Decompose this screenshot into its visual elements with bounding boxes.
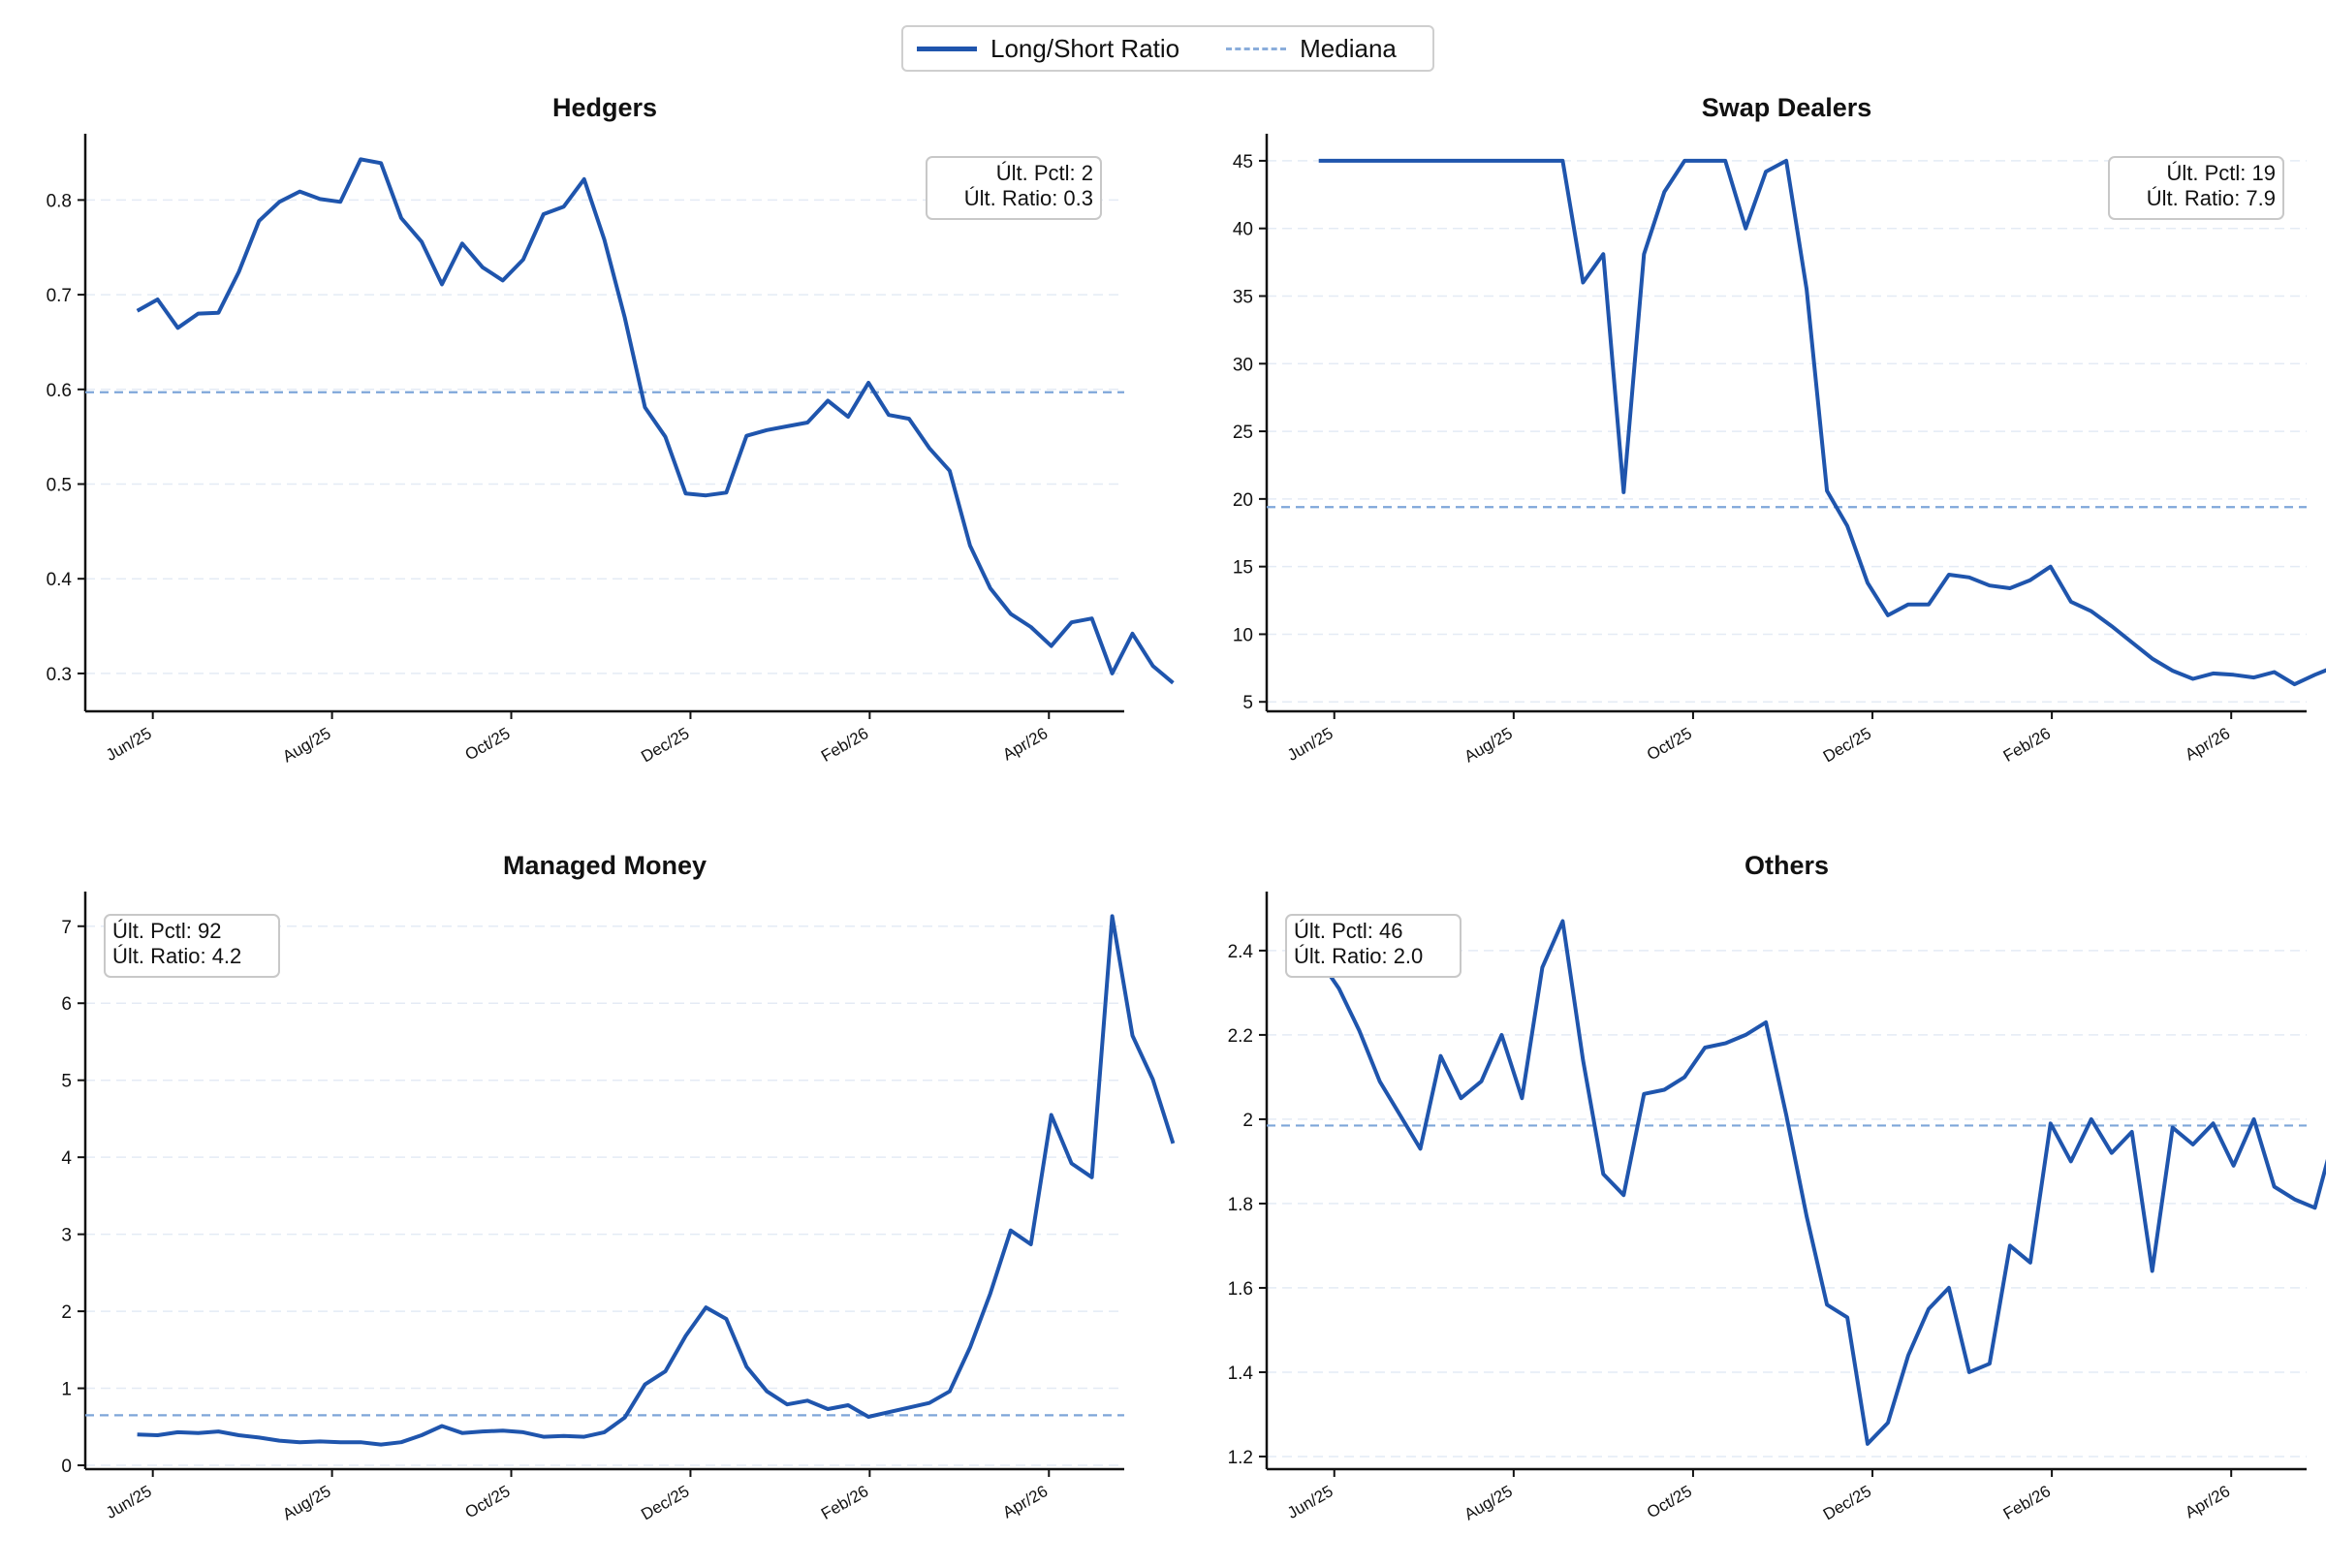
y-tick-label: 5	[1242, 693, 1253, 713]
y-tick-label: 5	[61, 1072, 72, 1092]
x-tick-label: Oct/25	[462, 724, 514, 765]
y-tick-label: 0.6	[47, 381, 72, 401]
y-tick-label: 15	[1233, 558, 1253, 579]
annotation-box	[2108, 156, 2284, 220]
x-tick-label: Feb/26	[818, 724, 871, 766]
x-tick-label: Oct/25	[1644, 724, 1695, 765]
annotation-text: Últ. Pctl: 46	[1294, 919, 1402, 943]
y-tick-label: 7	[61, 918, 72, 938]
y-tick-label: 0.3	[47, 665, 72, 685]
annotation-box	[1285, 914, 1462, 978]
y-tick-label: 40	[1233, 220, 1253, 240]
y-tick-label: 2.2	[1228, 1026, 1253, 1047]
y-tick-label: 20	[1233, 490, 1253, 511]
annotation-box	[104, 914, 280, 978]
y-tick-label: 4	[61, 1148, 72, 1169]
annotation-box	[926, 156, 1102, 220]
y-tick-label: 6	[61, 994, 72, 1015]
x-tick-label: Jun/25	[103, 724, 155, 765]
x-tick-label: Aug/25	[1462, 724, 1516, 766]
y-tick-label: 25	[1233, 423, 1253, 443]
y-tick-label: 1.2	[1228, 1448, 1253, 1468]
x-tick-label: Aug/25	[279, 724, 333, 766]
y-tick-label: 1	[61, 1380, 72, 1400]
y-tick-label: 35	[1233, 287, 1253, 307]
annotation-text: Últ. Pctl: 2	[996, 161, 1093, 185]
panel-hedgers: Hedgers 0.3 0.4 0.5 0.6 0.7 0.8 Jun/25 Aug/25 Oct…	[47, 93, 1175, 766]
x-tick-label: Dec/25	[638, 1482, 692, 1523]
y-tick-label: 2	[61, 1302, 72, 1323]
x-tick-label: Aug/25	[279, 1482, 333, 1523]
legend-swatch-dashed-line	[1226, 47, 1287, 50]
legend-item-median: Mediana	[1226, 34, 1397, 64]
annotation-text: Últ. Ratio: 4.2	[112, 944, 241, 968]
y-tick-label: 0.7	[47, 286, 72, 306]
x-tick-label: Apr/26	[2182, 1482, 2233, 1522]
y-tick-label: 0	[61, 1457, 72, 1477]
x-tick-label: Feb/26	[818, 1482, 871, 1523]
y-tick-label: 1.6	[1228, 1279, 1253, 1300]
x-tick-label: Aug/25	[1462, 1482, 1516, 1523]
panel-title: Others	[1744, 851, 1829, 880]
x-tick-label: Dec/25	[1820, 724, 1874, 766]
y-tick-label: 1.8	[1228, 1195, 1253, 1215]
x-tick-label: Oct/25	[1644, 1482, 1695, 1522]
panel-others: Others 1.2 1.4 1.6 1.8 2 2.2 2.4 Jun/25 Aug/25 Oct…	[1228, 851, 2326, 1523]
series-line-long-short-ratio	[1317, 919, 2326, 1446]
series-line-long-short-ratio	[137, 914, 1176, 1447]
series-line-long-short-ratio	[136, 157, 1175, 685]
annotation-text: Últ. Ratio: 7.9	[2147, 186, 2276, 210]
panel-title: Swap Dealers	[1702, 93, 1872, 122]
x-tick-label: Apr/26	[999, 1482, 1051, 1522]
x-tick-label: Feb/26	[2000, 724, 2054, 766]
y-tick-label: 2.4	[1228, 942, 1254, 962]
y-tick-label: 0.4	[47, 570, 73, 590]
legend-label-ratio: Long/Short Ratio	[990, 33, 1180, 63]
x-tick-label: Dec/25	[638, 724, 692, 766]
y-tick-label: 10	[1233, 625, 1253, 645]
y-tick-label: 30	[1233, 355, 1253, 375]
panel-title: Managed Money	[503, 851, 707, 880]
x-tick-label: Jun/25	[1284, 1482, 1336, 1522]
x-tick-label: Oct/25	[462, 1482, 514, 1522]
annotation-text: Últ. Ratio: 0.3	[964, 186, 1093, 210]
x-tick-label: Jun/25	[1284, 724, 1336, 765]
legend-swatch-solid-line	[917, 46, 977, 51]
y-tick-label: 1.4	[1228, 1364, 1254, 1384]
legend-label-median: Mediana	[1300, 33, 1397, 63]
x-tick-label: Apr/26	[2182, 724, 2233, 765]
series-line-long-short-ratio	[1318, 158, 2326, 687]
x-tick-label: Apr/26	[999, 724, 1051, 765]
x-tick-label: Dec/25	[1820, 1482, 1874, 1523]
y-tick-label: 45	[1233, 152, 1253, 172]
panel-swap-dealers: Swap Dealers 5 10 15 20 25 30 35 40 45 Jun/25 Aug/2…	[1233, 93, 2326, 766]
annotation-text: Últ. Ratio: 2.0	[1294, 944, 1423, 968]
panel-title: Hedgers	[552, 93, 657, 122]
y-tick-label: 3	[61, 1226, 72, 1246]
y-tick-label: 0.5	[47, 476, 72, 496]
x-tick-label: Jun/25	[103, 1482, 155, 1522]
y-tick-label: 0.8	[47, 191, 72, 211]
legend-item-ratio: Long/Short Ratio	[917, 34, 1179, 64]
legend: Long/Short Ratio Mediana	[901, 25, 1434, 72]
y-tick-label: 2	[1242, 1111, 1253, 1131]
annotation-text: Últ. Pctl: 92	[112, 919, 221, 943]
panel-managed-money: Managed Money 0 1 2 3 4 5 6 7 Jun/25 Aug/25 Oct/25 D…	[61, 851, 1176, 1523]
annotation-text: Últ. Pctl: 19	[2167, 161, 2276, 185]
x-tick-label: Feb/26	[2000, 1482, 2054, 1523]
